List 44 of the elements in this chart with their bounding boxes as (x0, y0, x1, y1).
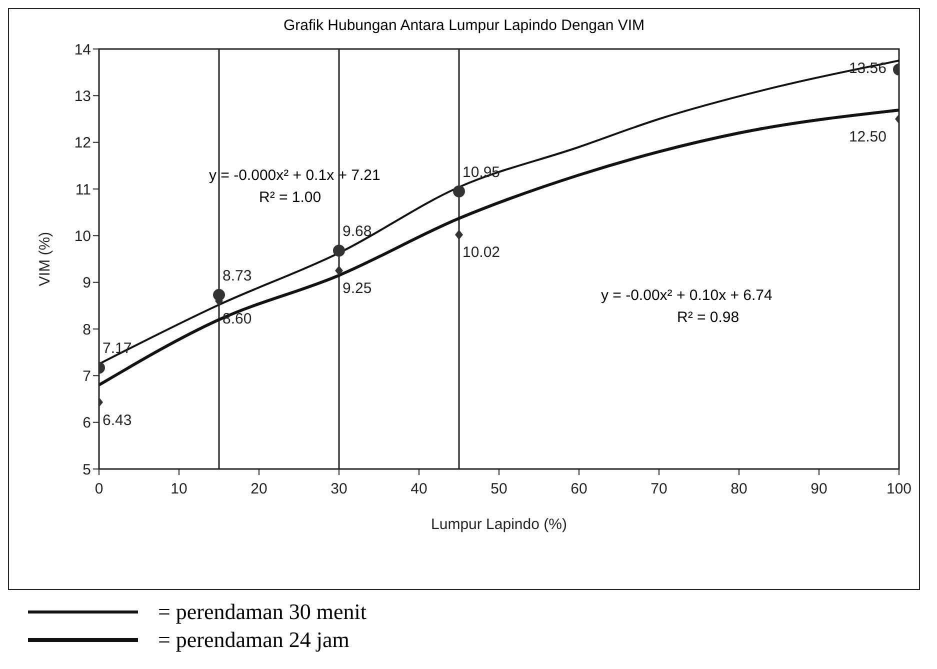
y-tick-label: 10 (74, 228, 91, 245)
x-tick-label: 50 (490, 480, 508, 498)
y-tick-label: 7 (82, 368, 91, 385)
x-tick-label: 90 (810, 480, 828, 498)
y-tick-label: 5 (82, 461, 91, 478)
data-label: 10.02 (462, 244, 500, 262)
data-label: 9.25 (342, 280, 372, 298)
y-tick-label: 12 (74, 134, 91, 152)
data-label: 7.17 (102, 340, 132, 358)
line-series (99, 108, 899, 386)
y-tick-label: 6 (82, 414, 91, 432)
point (335, 266, 343, 276)
data-label: 8.73 (222, 267, 252, 284)
data-label: 12.50 (848, 128, 886, 146)
data-label: 8.60 (222, 310, 252, 328)
y-tick-label: 13 (74, 88, 91, 105)
annotation: y = -0.000x² + 0.1x + 7.21 (209, 167, 380, 184)
x-tick-label: 30 (330, 480, 348, 498)
point (455, 230, 463, 240)
x-tick-label: 10 (170, 480, 188, 498)
x-tick-label: 0 (94, 480, 104, 498)
chart-title: Grafik Hubungan Antara Lumpur Lapindo Dengan VIM (282, 17, 646, 34)
legend-label: = perendaman 30 menit (158, 599, 367, 625)
x-tick-label: 60 (570, 480, 588, 498)
legend-label: = perendaman 24 jam (158, 627, 350, 653)
y-tick-label: 8 (82, 321, 91, 338)
x-tick-label: 100 (886, 480, 912, 498)
point (453, 185, 465, 198)
x-tick-label: 40 (410, 480, 428, 498)
data-label: 6.43 (102, 412, 132, 429)
data-label: 9.68 (342, 223, 372, 240)
y-tick-label: 14 (74, 41, 91, 58)
annotation: R² = 0.98 (677, 309, 740, 326)
y-axis-title: VIM (%) (36, 232, 54, 286)
data-label: 10.95 (462, 164, 500, 181)
x-tick-label: 20 (250, 480, 268, 498)
point (333, 244, 345, 257)
x-tick-label: 80 (730, 480, 748, 498)
annotation: R² = 1.00 (259, 189, 322, 206)
y-tick-label: 11 (75, 181, 91, 198)
x-axis-title: Lumpur Lapindo (%) (431, 516, 567, 533)
annotation: y = -0.00x² + 0.10x + 6.74 (601, 287, 772, 304)
x-tick-label: 70 (650, 480, 668, 498)
y-tick-label: 9 (82, 274, 91, 292)
